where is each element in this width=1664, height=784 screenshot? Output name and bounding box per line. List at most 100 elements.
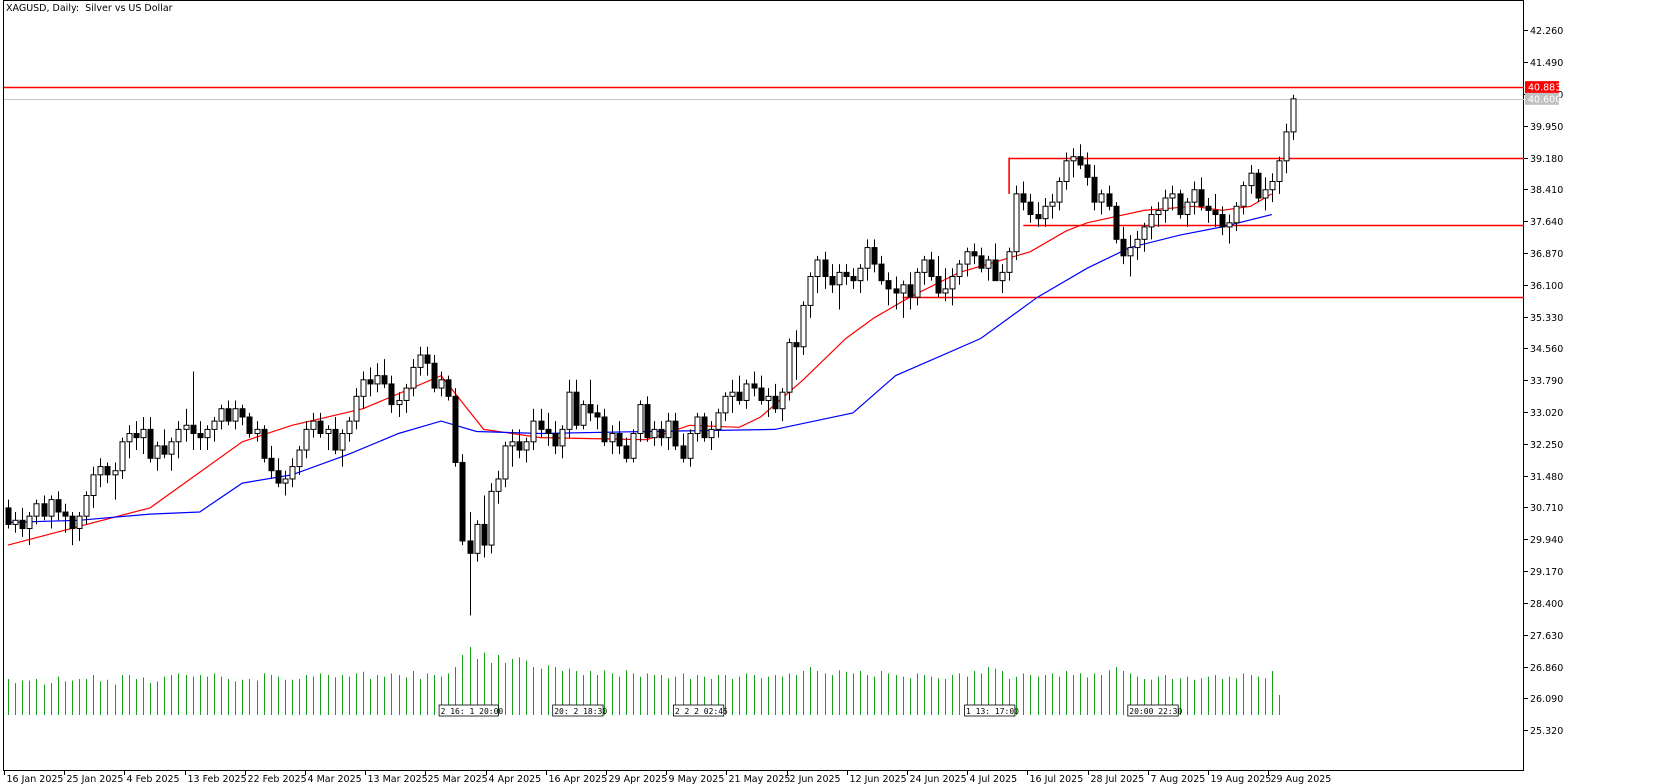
candle-body <box>814 259 821 278</box>
candlesticks[interactable] <box>5 94 1297 616</box>
price-tick-label: 28.400 <box>1530 599 1563 610</box>
price-tick-label: 42.260 <box>1530 26 1563 37</box>
candle-body <box>878 263 885 282</box>
candle-body <box>630 433 637 459</box>
candle-body <box>1191 189 1198 203</box>
candle-body <box>793 342 800 348</box>
date-tick-label: 4 Apr 2025 <box>489 774 542 784</box>
candle-body <box>502 445 509 480</box>
candle-body <box>381 375 388 385</box>
time-label-box <box>1127 704 1179 717</box>
candle-body <box>119 441 126 472</box>
date-axis[interactable]: 16 Jan 2025 25 Jan 2025 4 Feb 2025 13 Feb 2… <box>4 771 1332 784</box>
candle-body <box>594 412 601 418</box>
candle-body <box>1098 193 1105 203</box>
candle-body <box>665 420 672 439</box>
horizontal-levels[interactable] <box>4 86 1524 299</box>
candle-body <box>239 408 246 418</box>
price-tick-label: 32.250 <box>1530 440 1563 451</box>
candle-body <box>623 445 630 459</box>
price-tick-label: 36.100 <box>1530 281 1563 292</box>
candle-body <box>743 383 750 401</box>
price-tick-label: 26.860 <box>1530 663 1563 674</box>
candle-body <box>1240 185 1247 207</box>
candle-body <box>431 362 438 389</box>
candle-body <box>658 428 665 439</box>
candle-body <box>246 416 253 435</box>
candle-body <box>523 441 530 451</box>
candle-body <box>800 304 807 348</box>
candle-body <box>424 354 431 364</box>
candle-body <box>864 247 871 269</box>
candle-body <box>921 259 928 273</box>
candle-body <box>445 379 452 397</box>
candle-body <box>90 474 97 496</box>
date-tick-label: 16 Jan 2025 <box>7 774 64 784</box>
candle-body <box>992 259 999 282</box>
date-tick-label: 25 Mar 2025 <box>428 774 488 784</box>
candle-body <box>1120 238 1127 257</box>
candle-body <box>836 271 843 286</box>
candle-body <box>829 276 836 286</box>
price-tick-label: 30.710 <box>1530 503 1563 514</box>
candle-body <box>211 420 218 430</box>
candle-body <box>261 428 268 459</box>
candle-body <box>1042 205 1049 220</box>
candle-body <box>190 424 197 435</box>
candle-body <box>729 391 736 397</box>
candle-body <box>55 499 62 513</box>
candle-body <box>396 399 403 406</box>
candle-body <box>467 540 474 554</box>
candle-body <box>1049 201 1056 207</box>
time-label-box <box>552 704 604 717</box>
candle-body <box>1162 197 1169 211</box>
candle-body <box>985 259 992 269</box>
candle-body <box>197 433 204 439</box>
candle-body <box>495 478 502 492</box>
price-axis[interactable]: 42.26041.49040.72039.95039.18038.41037.6… <box>1524 26 1563 737</box>
candle-body <box>1113 205 1120 240</box>
candle-body <box>1276 160 1283 182</box>
date-tick-label: 21 May 2025 <box>729 774 791 784</box>
candle-body <box>1248 172 1255 187</box>
candle-body <box>772 395 779 410</box>
candle-body <box>516 441 523 451</box>
candle-body <box>779 391 786 410</box>
candle-body <box>1233 205 1240 224</box>
candle-body <box>417 354 424 368</box>
candle-body <box>41 503 48 517</box>
candle-body <box>651 428 658 439</box>
price-tick-label: 35.330 <box>1530 313 1563 324</box>
candle-body <box>133 433 140 439</box>
candle-body <box>1106 193 1113 207</box>
candle-body <box>325 428 332 435</box>
price-tick-label: 39.950 <box>1530 122 1563 133</box>
candle-body <box>1269 180 1276 191</box>
candle-body <box>871 247 878 265</box>
date-tick-label: 24 Jun 2025 <box>910 774 967 784</box>
candle-body <box>69 515 76 530</box>
date-tick-label: 16 Jul 2025 <box>1030 774 1084 784</box>
date-tick-label: 13 Mar 2025 <box>368 774 428 784</box>
candle-body <box>175 428 182 443</box>
candle-body <box>310 420 317 430</box>
candle-body <box>680 445 687 459</box>
candle-body <box>978 255 985 269</box>
candle-body <box>346 420 353 435</box>
date-tick-label: 4 Feb 2025 <box>127 774 180 784</box>
candle-body <box>367 379 374 385</box>
candle-body <box>843 271 850 278</box>
candle-body <box>353 395 360 422</box>
candle-body <box>388 383 395 406</box>
candle-body <box>296 449 303 468</box>
candle-body <box>935 276 942 294</box>
candle-body <box>694 416 701 435</box>
candle-body <box>1063 160 1070 182</box>
time-label-text: 1 13: 17:00 <box>966 707 1019 716</box>
candle-body <box>218 408 225 422</box>
candle-body <box>481 523 488 546</box>
candle-body <box>275 470 282 484</box>
date-tick-label: 16 Apr 2025 <box>549 774 608 784</box>
